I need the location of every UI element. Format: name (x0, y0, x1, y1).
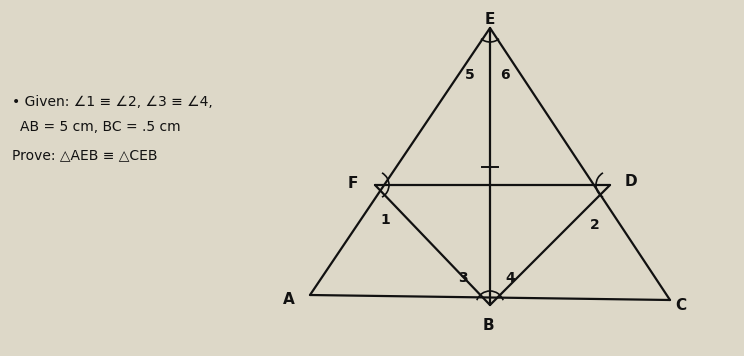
Text: F: F (347, 176, 358, 190)
Text: Prove: △AEB ≡ △CEB: Prove: △AEB ≡ △CEB (12, 148, 158, 162)
Text: 5: 5 (465, 68, 475, 82)
Text: AB = 5 cm, BC = .5 cm: AB = 5 cm, BC = .5 cm (20, 120, 181, 134)
Text: A: A (283, 293, 295, 308)
Text: 3: 3 (458, 271, 468, 285)
Text: C: C (675, 298, 686, 313)
Text: E: E (485, 12, 496, 27)
Text: • Given: ∠1 ≡ ∠2, ∠3 ≡ ∠4,: • Given: ∠1 ≡ ∠2, ∠3 ≡ ∠4, (12, 95, 213, 109)
Text: B: B (482, 318, 494, 333)
Text: 1: 1 (380, 213, 390, 227)
Text: D: D (625, 174, 638, 189)
Text: 2: 2 (590, 218, 600, 232)
Text: 4: 4 (505, 271, 515, 285)
Text: 6: 6 (500, 68, 510, 82)
